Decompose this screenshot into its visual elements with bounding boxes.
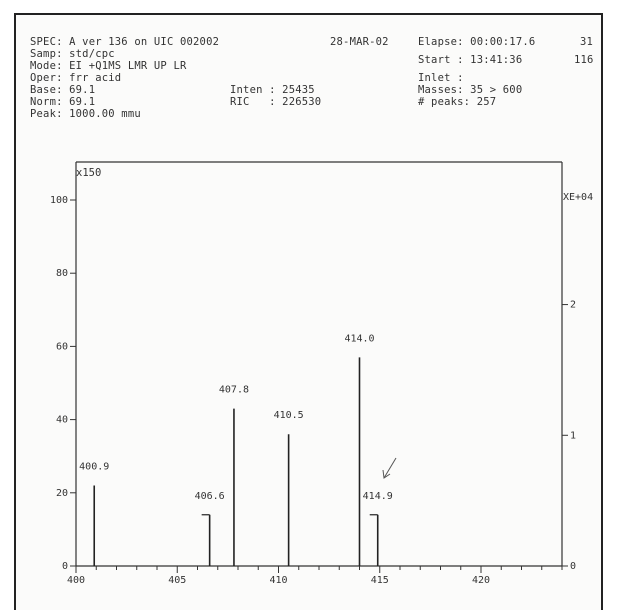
header-sample: Samp: std/cpc bbox=[30, 48, 115, 60]
right-tick-label-2: 2 bbox=[570, 300, 576, 311]
header-norm: Norm: 69.1 bbox=[30, 96, 96, 108]
x-tick-label-0: 400 bbox=[67, 575, 85, 586]
y-tick-label-4: 80 bbox=[56, 268, 68, 279]
header-mode: Mode: EI +Q1MS LMR UP LR bbox=[30, 60, 187, 72]
header-ric: RIC : 226530 bbox=[230, 96, 322, 108]
header-masses: Masses: 35 > 600 bbox=[418, 84, 523, 96]
header-start-num: 116 bbox=[574, 54, 594, 66]
right-tick-label-0: 0 bbox=[570, 561, 576, 572]
y-tick-label-1: 20 bbox=[56, 488, 68, 499]
header-operator: Oper: frr acid bbox=[30, 72, 122, 84]
header-start: Start : 13:41:36 bbox=[418, 54, 523, 66]
header-elapse-num: 31 bbox=[580, 36, 594, 48]
y-tick-label-0: 0 bbox=[62, 561, 68, 572]
magnification-label: x150 bbox=[76, 167, 101, 179]
y-tick-label-3: 60 bbox=[56, 341, 68, 352]
header-peak: Peak: 1000.00 mmu bbox=[30, 108, 141, 120]
right-tick-label-1: 1 bbox=[570, 430, 576, 441]
chart-peak-labels: 400.9 406.6 407.8 410.5 414.0 414.9 bbox=[79, 333, 393, 501]
chart-ticks: 0 20 40 60 80 100 0 1 2 400 405 410 415 420 bbox=[50, 195, 576, 586]
chart-bars bbox=[93, 357, 379, 566]
peak-label-3: 410.5 bbox=[274, 410, 304, 421]
x-tick-label-4: 420 bbox=[472, 575, 490, 586]
header-peaks-count: # peaks: 257 bbox=[418, 96, 497, 108]
peak-label-4: 414.0 bbox=[344, 333, 374, 344]
peak-label-5: 414.9 bbox=[363, 491, 393, 502]
header-intensity: Inten : 25435 bbox=[230, 84, 315, 96]
annotation-arrow-shaft bbox=[383, 457, 397, 479]
peak-label-0: 400.9 bbox=[79, 461, 109, 472]
header-base: Base: 69.1 bbox=[30, 84, 96, 96]
x-tick-label-1: 405 bbox=[168, 575, 186, 586]
peak-label-1: 406.6 bbox=[195, 491, 225, 502]
y-tick-label-2: 40 bbox=[56, 415, 68, 426]
x-tick-label-3: 415 bbox=[371, 575, 389, 586]
header-elapse: Elapse: 00:00:17.6 bbox=[418, 36, 536, 48]
y-tick-label-5: 100 bbox=[50, 195, 68, 206]
spectrum-printout bbox=[14, 13, 603, 610]
right-axis-unit: XE+04 bbox=[563, 192, 593, 203]
annotation-arrow-head bbox=[382, 469, 391, 479]
peak-label-2: 407.8 bbox=[219, 385, 249, 396]
header-inlet: Inlet : bbox=[418, 72, 464, 84]
x-tick-label-2: 410 bbox=[269, 575, 287, 586]
header-date: 28-MAR-02 bbox=[330, 36, 389, 48]
header-spec: SPEC: A ver 136 on UIC 002002 bbox=[30, 36, 220, 48]
chart-axes bbox=[75, 161, 563, 567]
